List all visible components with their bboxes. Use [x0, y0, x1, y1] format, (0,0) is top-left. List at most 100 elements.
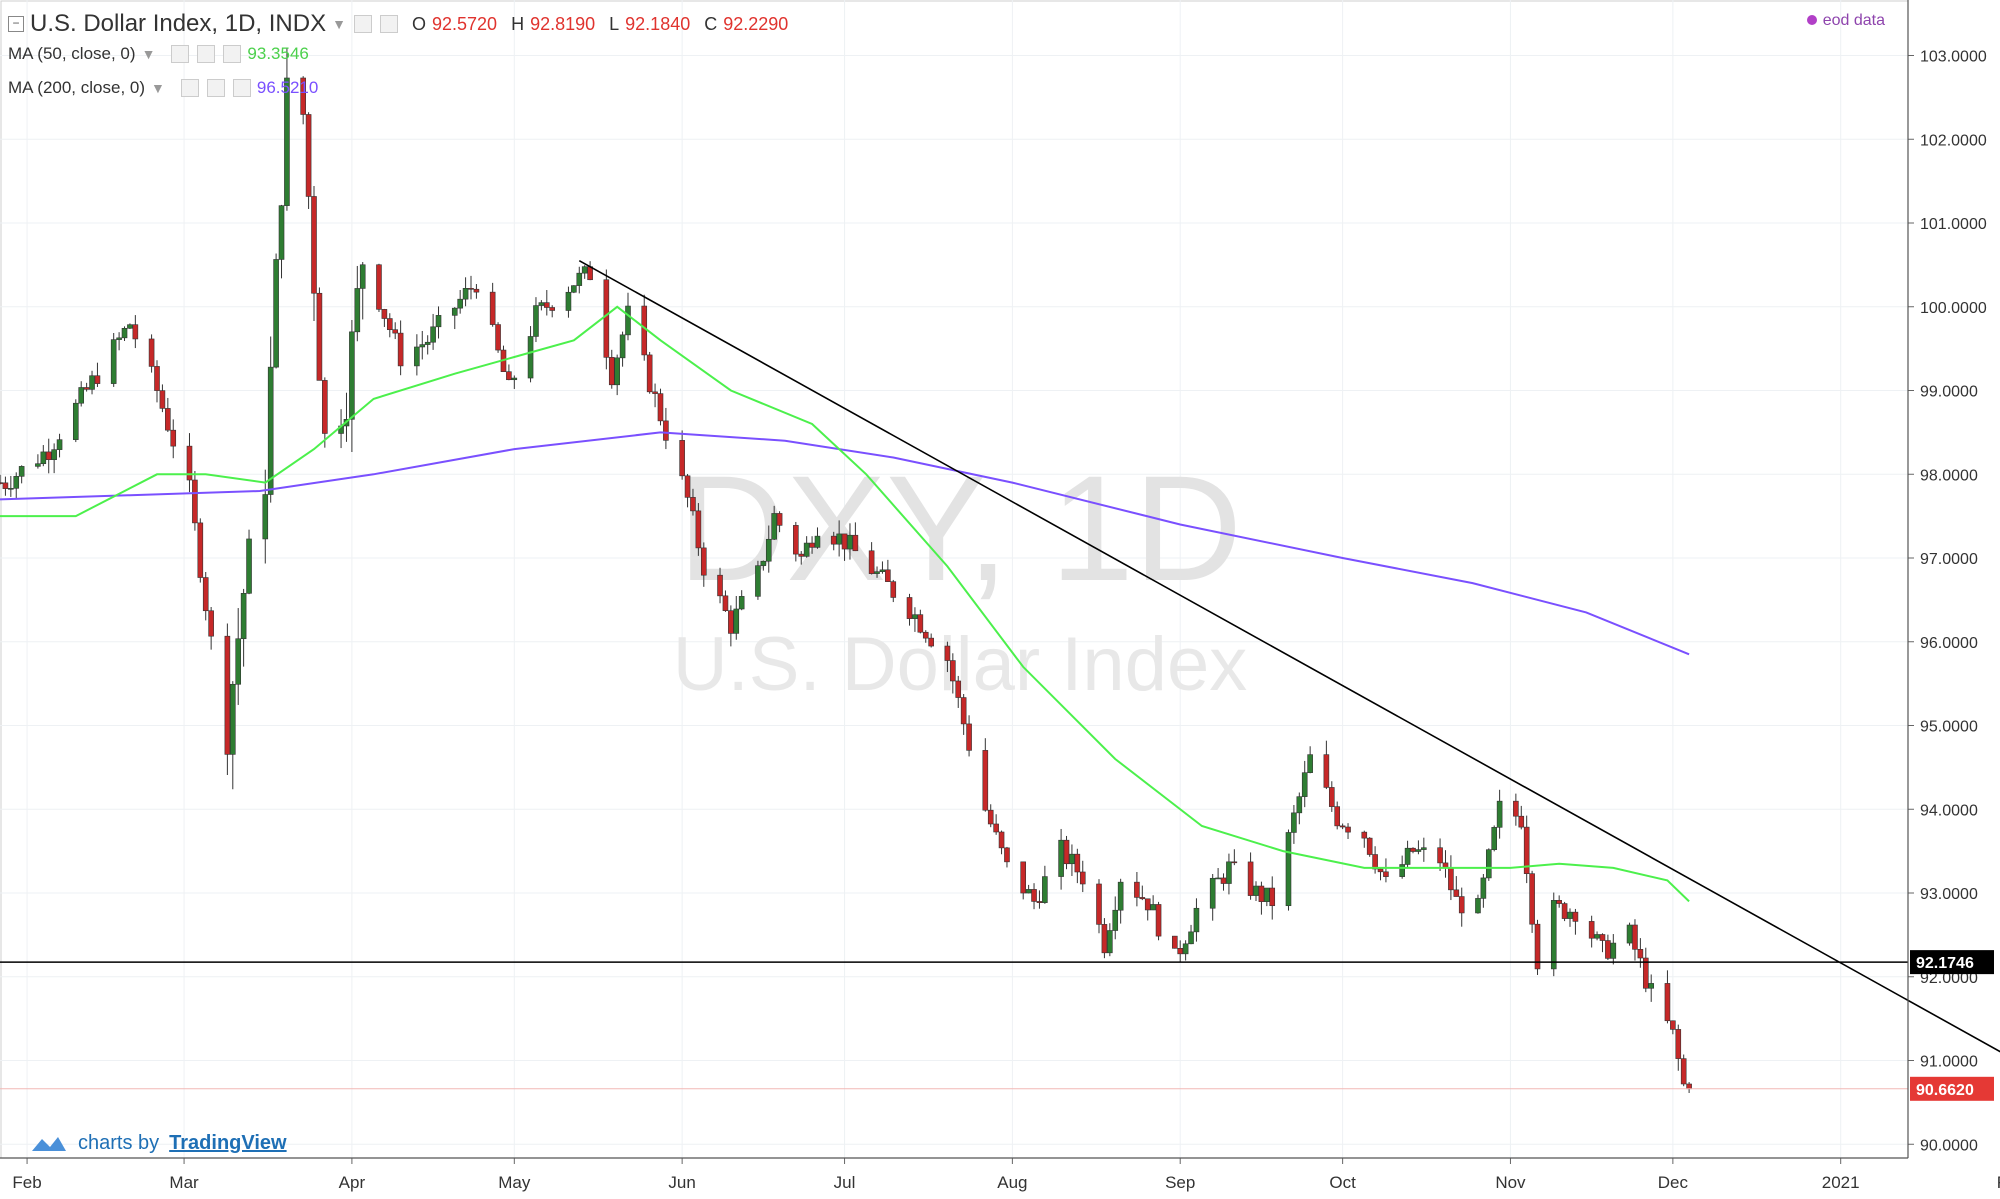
candle-body	[305, 114, 312, 197]
close-icon[interactable]	[232, 79, 251, 97]
candle-body	[35, 463, 41, 467]
candle	[1588, 915, 1595, 948]
candle	[1058, 828, 1064, 890]
candle-body	[922, 631, 929, 639]
candle	[72, 399, 79, 443]
candle-body	[527, 336, 534, 379]
candle	[392, 322, 399, 340]
candle	[809, 536, 815, 554]
candle-body	[998, 831, 1005, 849]
tradingview-branding[interactable]: charts by TradingView	[28, 1131, 287, 1155]
candle-body	[830, 535, 837, 545]
gear-icon[interactable]	[379, 15, 398, 33]
candle	[246, 529, 252, 595]
candle-body	[1004, 847, 1010, 863]
candle	[987, 804, 994, 828]
x-tick-label: May	[498, 1173, 531, 1192]
candle	[1518, 805, 1525, 830]
candle	[45, 438, 52, 474]
candle	[722, 590, 729, 612]
candle	[1209, 874, 1216, 921]
chevron-down-icon[interactable]: ▼	[151, 80, 165, 96]
eye-icon[interactable]	[180, 79, 199, 97]
candle-body	[1301, 772, 1308, 797]
gear-icon[interactable]	[206, 79, 225, 97]
candle	[89, 370, 95, 395]
candle	[1069, 844, 1075, 876]
candle-body	[1036, 901, 1043, 903]
candle	[1485, 848, 1492, 881]
candle-body	[803, 542, 810, 557]
candle-body	[1171, 935, 1178, 949]
candle	[646, 351, 653, 394]
branding-link[interactable]: TradingView	[169, 1131, 287, 1154]
candle-body	[798, 553, 805, 557]
candle-body	[1258, 885, 1265, 902]
candle	[960, 694, 967, 735]
ma200-value: 96.5210	[256, 78, 319, 97]
candle-body	[1686, 1083, 1692, 1090]
candle-body	[1307, 754, 1313, 773]
candle	[2, 476, 9, 496]
candle-body	[1410, 847, 1416, 852]
candle	[1599, 933, 1606, 953]
candle-body	[906, 597, 913, 619]
candle-body	[1042, 876, 1048, 903]
candle-body	[78, 387, 85, 404]
candle-body	[1529, 873, 1535, 925]
candle-body	[1475, 898, 1481, 914]
ma50-legend: MA (50, close, 0) ▼ 93.3546	[8, 44, 309, 64]
close-icon[interactable]	[223, 45, 242, 63]
chevron-down-icon[interactable]: ▼	[141, 46, 156, 62]
x-tick-label: Nov	[1495, 1173, 1526, 1192]
candle	[1556, 895, 1562, 908]
candle	[35, 454, 41, 469]
candle	[8, 475, 14, 497]
candle	[278, 204, 285, 279]
collapse-icon[interactable]: −	[8, 16, 24, 32]
y-tick-label: 99.0000	[1920, 384, 1978, 401]
candle	[224, 623, 231, 776]
y-tick-label: 101.0000	[1920, 216, 1987, 233]
candle-body	[1069, 853, 1075, 865]
candle	[879, 561, 886, 574]
close-value: 92.2290	[723, 13, 789, 34]
candle	[581, 265, 588, 279]
candle	[1421, 837, 1427, 862]
candle	[186, 433, 193, 493]
candle-body	[868, 550, 875, 574]
candle	[776, 511, 783, 533]
candle-body	[148, 338, 155, 367]
x-tick-label: Jun	[668, 1173, 695, 1192]
eye-icon[interactable]	[171, 45, 190, 63]
candle	[386, 313, 393, 338]
low-label: L	[609, 13, 620, 34]
gear-icon[interactable]	[197, 45, 216, 63]
candle-body	[960, 697, 967, 725]
candle	[1177, 940, 1184, 963]
candle-body	[473, 288, 480, 293]
x-tick-label: Apr	[339, 1173, 366, 1192]
eye-icon[interactable]	[353, 15, 372, 33]
chevron-down-icon[interactable]: ▼	[332, 16, 346, 32]
candle	[1550, 892, 1557, 977]
x-tick-label: Oct	[1329, 1173, 1356, 1192]
x-tick-label: Fel	[1997, 1173, 2000, 1192]
candle	[1670, 1020, 1676, 1035]
candle	[83, 382, 90, 392]
candle-body	[51, 449, 57, 460]
candle-body	[1372, 854, 1378, 870]
candle-body	[1269, 887, 1276, 907]
candle-body	[776, 513, 783, 526]
candle-body	[874, 571, 880, 574]
candle-body	[165, 408, 171, 431]
candle-body	[235, 638, 242, 685]
candle	[695, 503, 702, 556]
candle-body	[728, 610, 734, 634]
candle	[1415, 840, 1422, 855]
candle	[1155, 901, 1162, 941]
candle	[1079, 860, 1086, 893]
candle	[1453, 876, 1460, 897]
ma50-value: 93.3546	[247, 44, 309, 63]
